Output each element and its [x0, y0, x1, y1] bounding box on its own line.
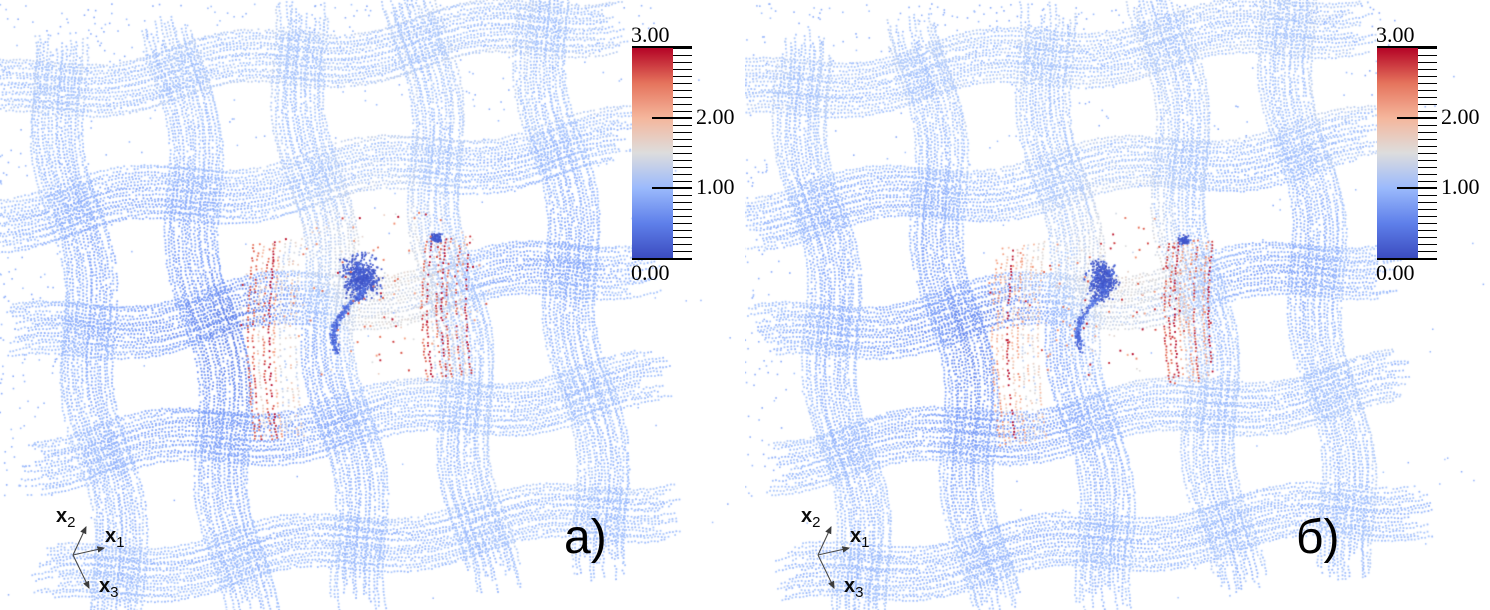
x1-axis-label: x1 [850, 525, 869, 551]
colorbar-top-line [1377, 46, 1437, 48]
colorbar-tick-2 [1397, 117, 1437, 119]
colorbar-label-1: 1.00 [1441, 174, 1480, 199]
panel-label-a: а) [564, 511, 607, 564]
x1-axis-arrow [817, 546, 851, 556]
x2-axis-arrow [817, 526, 832, 556]
colorbar-min-label: 0.00 [1376, 260, 1415, 285]
colorbar-gradient-bar [1377, 48, 1418, 258]
colorbar-minor-ticks [1418, 48, 1437, 259]
pointcloud-canvas-a [0, 0, 745, 610]
x1-axis-label: x1 [105, 525, 124, 551]
colorbar-label-2: 2.00 [1441, 104, 1480, 129]
colorbar-tick-2 [652, 117, 692, 119]
colorbar-tick-1 [652, 187, 692, 189]
colorbar-b: 3.00 2.00 1.00 0.00 [1375, 22, 1490, 284]
colorbar-max-label: 3.00 [631, 22, 670, 47]
x3-axis-label: x3 [844, 575, 863, 601]
x3-axis-label: x3 [99, 575, 118, 601]
axis-triad-b: x2 x1 x3 [801, 505, 869, 601]
panel-b: 3.00 2.00 1.00 0.00 x2 x1 x3 б) [745, 0, 1490, 610]
pointcloud-canvas-b [745, 0, 1490, 610]
colorbar-bottom-line [1377, 258, 1437, 260]
colorbar-label-2: 2.00 [696, 104, 735, 129]
x3-axis-arrow [817, 554, 835, 589]
panel-a: 3.00 2.00 1.00 0.00 x2 x1 x3 а) [0, 0, 745, 610]
colorbar-top-line [632, 46, 692, 48]
colorbar-minor-ticks [673, 48, 692, 259]
colorbar-bottom-line [632, 258, 692, 260]
colorbar-label-1: 1.00 [696, 174, 735, 199]
colorbar-max-label: 3.00 [1376, 22, 1415, 47]
axis-triad-a: x2 x1 x3 [56, 505, 124, 601]
colorbar-tick-1 [1397, 187, 1437, 189]
colorbar-min-label: 0.00 [631, 260, 670, 285]
x1-axis-arrow [72, 546, 106, 556]
x3-axis-arrow [72, 554, 90, 589]
x2-axis-arrow [72, 526, 87, 556]
x2-axis-label: x2 [801, 505, 820, 531]
colorbar-gradient-bar [632, 48, 673, 258]
colorbar-a: 3.00 2.00 1.00 0.00 [630, 22, 762, 284]
panel-label-b: б) [1296, 511, 1340, 564]
x2-axis-label: x2 [56, 505, 75, 531]
